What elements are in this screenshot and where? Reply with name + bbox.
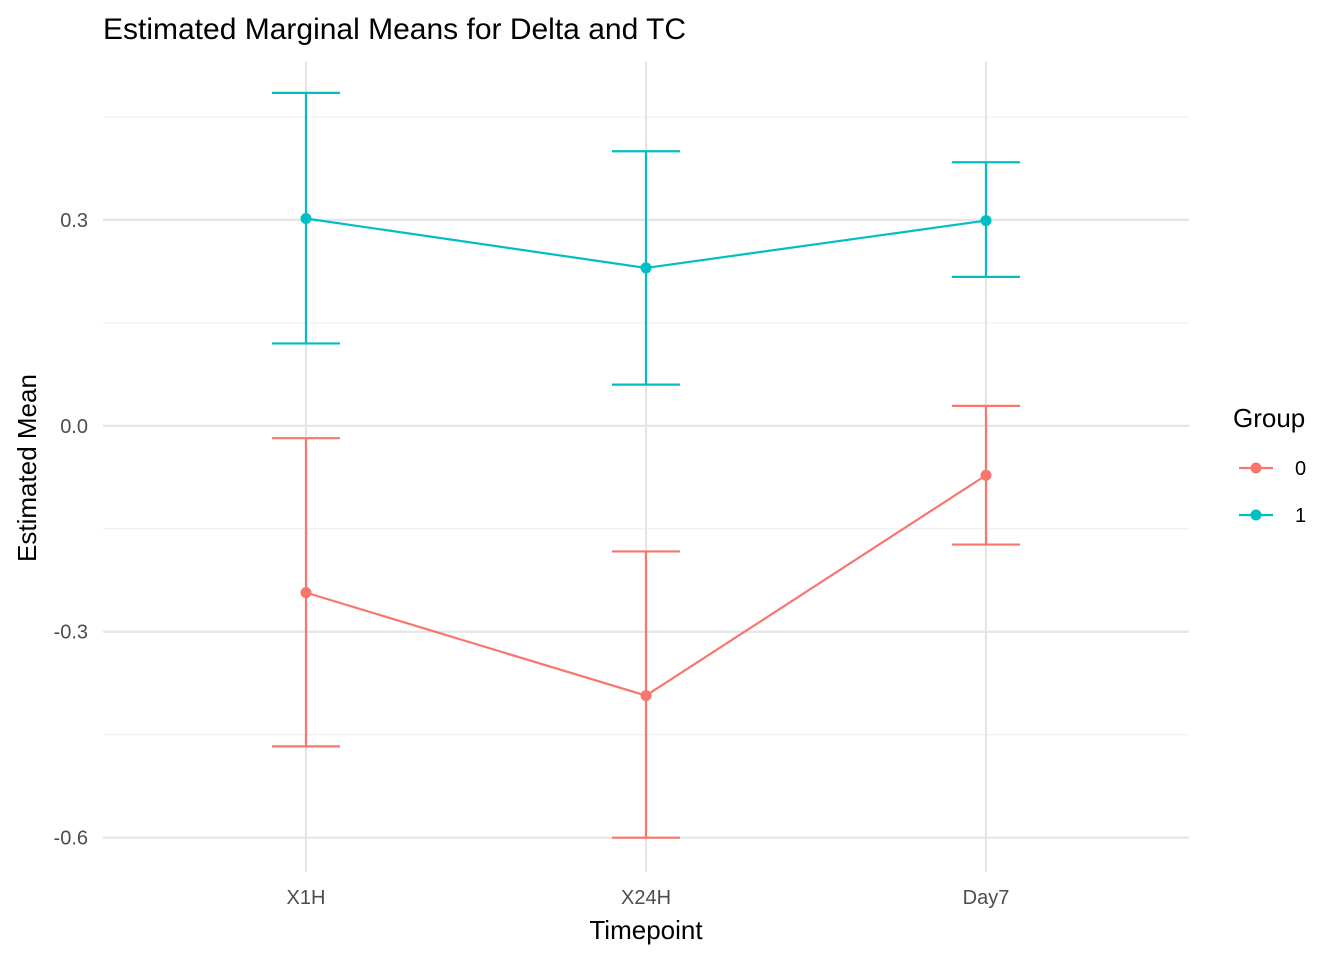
x-axis-ticks: X1H X24H Day7 [287,887,1010,909]
data-point [980,469,992,481]
chart-title: Estimated Marginal Means for Delta and T… [103,13,686,46]
series-layer [272,91,1020,839]
data-point [300,213,312,225]
data-point [640,690,652,702]
x-axis-title: Timepoint [589,915,703,945]
series-1 [272,91,1020,386]
legend-label: 0 [1295,458,1306,480]
series-0 [272,404,1020,839]
y-tick-label: -0.6 [54,828,88,850]
legend-key-point [1250,509,1262,521]
y-tick-label: 0.0 [60,416,88,438]
y-axis-ticks: -0.6 -0.3 0.0 0.3 [54,210,88,850]
legend: Group 0 1 [1233,403,1306,527]
legend-label: 1 [1295,505,1306,527]
legend-item-1: 1 [1239,505,1306,527]
x-tick-label: X24H [621,887,671,909]
legend-item-0: 0 [1239,458,1306,480]
y-tick-label: 0.3 [60,210,88,232]
legend-title: Group [1233,403,1305,433]
y-axis-title: Estimated Mean [12,374,42,562]
x-tick-label: Day7 [963,887,1010,909]
y-tick-label: -0.3 [54,622,88,644]
data-point [640,262,652,274]
data-point [980,215,992,227]
legend-key-point [1250,462,1262,474]
x-tick-label: X1H [287,887,326,909]
data-point [300,587,312,599]
